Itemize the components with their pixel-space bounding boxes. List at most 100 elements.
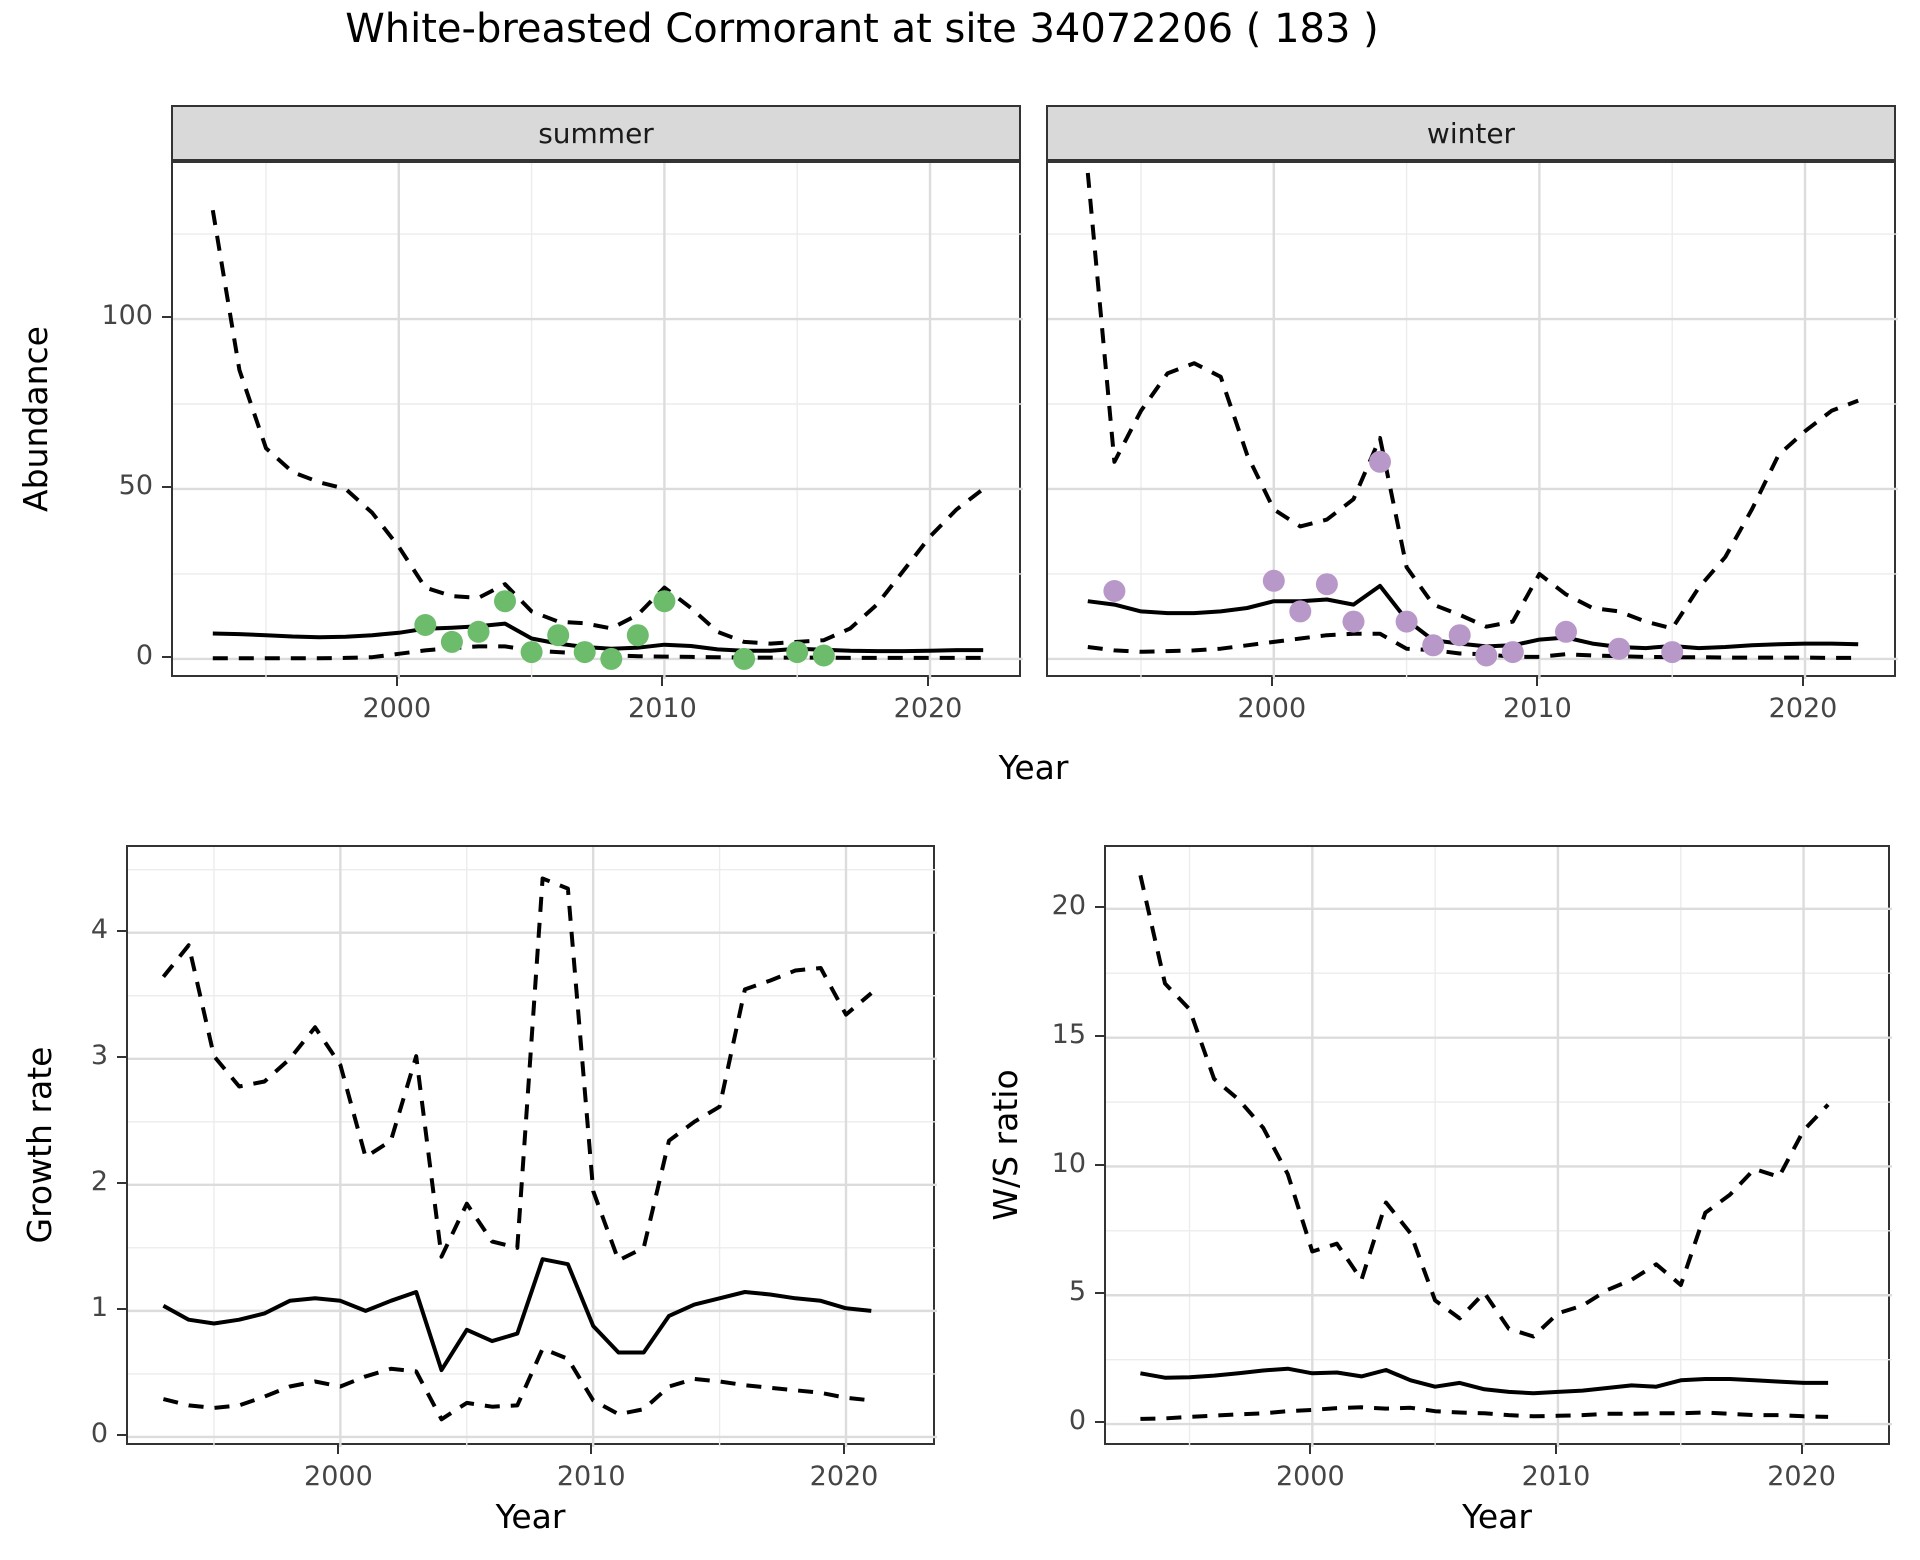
plot-area-abundance_summer — [173, 163, 1023, 679]
x-tick-label: 2010 — [556, 1461, 626, 1492]
observation-point — [440, 630, 463, 653]
y-tick-mark — [117, 1433, 126, 1436]
ci-lower-line — [162, 1346, 872, 1422]
observation-point — [1289, 600, 1312, 623]
ci-upper-line — [1138, 874, 1830, 1339]
observation-point — [1475, 644, 1498, 667]
x-tick-label: 2000 — [362, 693, 432, 724]
x-tick-label: 2020 — [809, 1461, 879, 1492]
ci-upper-line — [210, 209, 985, 646]
x-tick-label: 2020 — [1768, 693, 1838, 724]
y-tick-label: 2 — [90, 1165, 108, 1197]
observation-point — [733, 647, 756, 670]
y-tick-mark — [162, 655, 171, 658]
y-tick-mark — [162, 316, 171, 318]
y-tick-label: 5 — [1068, 1276, 1086, 1308]
x-tick-label: 2010 — [628, 693, 697, 724]
ci-lower-line — [1087, 631, 1859, 660]
y-tick-label: 0 — [135, 639, 153, 671]
ci-lower-line — [1140, 1405, 1829, 1421]
observation-point — [1103, 580, 1126, 602]
x-tick-mark — [1309, 1445, 1312, 1454]
observation-point — [1501, 641, 1524, 664]
observation-point — [573, 641, 596, 664]
observation-point — [1448, 624, 1471, 647]
y-tick-label: 4 — [90, 913, 108, 945]
observation-point — [1555, 620, 1577, 643]
ci-upper-line — [1085, 172, 1859, 631]
y-tick-label: 15 — [1051, 1018, 1086, 1050]
y-tick-label: 20 — [1051, 889, 1086, 921]
observation-point — [414, 614, 437, 636]
observation-point — [600, 647, 623, 670]
y-tick-label: 1 — [90, 1291, 108, 1323]
x-axis-title-ws: Year — [1462, 1497, 1532, 1536]
plot-area-ws_ratio — [1106, 847, 1892, 1447]
x-tick-label: 2020 — [893, 693, 963, 724]
observation-point — [653, 590, 676, 613]
x-tick-label: 2000 — [1275, 1461, 1345, 1492]
y-tick-mark — [1095, 1292, 1104, 1295]
x-tick-mark — [843, 1445, 845, 1454]
y-tick-mark — [1095, 1163, 1104, 1166]
y-tick-mark — [1095, 1421, 1104, 1424]
y-tick-mark — [117, 1181, 126, 1184]
estimate-line — [1087, 583, 1859, 651]
observation-point — [1315, 573, 1338, 596]
y-tick-label: 50 — [118, 470, 153, 501]
observation-point — [1422, 634, 1445, 657]
observation-point — [626, 624, 649, 647]
y-axis-title-ws-ratio: W/S ratio — [986, 1069, 1025, 1221]
y-tick-label: 10 — [1051, 1147, 1086, 1179]
panel-abundance_winter — [1046, 161, 1898, 679]
panel-growth_rate — [126, 845, 937, 1447]
facet-strip-label: summer — [538, 116, 654, 150]
plot-area-growth_rate — [128, 847, 937, 1447]
observation-point — [467, 620, 490, 643]
x-tick-label: 2000 — [1237, 693, 1307, 724]
observation-point — [1608, 637, 1631, 660]
x-tick-mark — [1536, 677, 1539, 686]
x-tick-mark — [1802, 677, 1804, 686]
facet-strip-summer: summer — [171, 105, 1021, 161]
x-tick-label: 2010 — [1503, 693, 1572, 724]
y-tick-mark — [117, 1307, 126, 1310]
x-tick-mark — [590, 1445, 593, 1454]
x-tick-label: 2010 — [1521, 1461, 1591, 1492]
observation-point — [1661, 641, 1684, 664]
x-tick-mark — [1555, 1445, 1557, 1454]
observation-point — [812, 644, 835, 667]
x-tick-mark — [1800, 1445, 1803, 1454]
observation-point — [520, 641, 543, 664]
y-tick-label: 0 — [1068, 1405, 1086, 1437]
observation-point — [494, 590, 516, 613]
estimate-line — [212, 621, 984, 654]
observation-point — [1369, 450, 1391, 473]
y-axis-title-abundance: Abundance — [16, 326, 55, 512]
y-tick-mark — [117, 1055, 126, 1058]
y-tick-mark — [117, 929, 126, 932]
observation-point — [1395, 610, 1418, 633]
panel-abundance_summer — [171, 161, 1023, 679]
y-tick-label: 3 — [90, 1039, 108, 1071]
x-tick-mark — [927, 677, 929, 686]
observation-point — [786, 641, 809, 664]
observation-point — [1342, 610, 1365, 633]
y-tick-mark — [1095, 1034, 1104, 1037]
observation-point — [547, 624, 570, 647]
x-tick-mark — [337, 1445, 340, 1454]
ci-upper-line — [161, 876, 873, 1263]
x-tick-label: 2000 — [304, 1461, 373, 1492]
plot-title: White-breasted Cormorant at site 3407220… — [345, 6, 1379, 52]
plot-area-abundance_winter — [1048, 163, 1898, 679]
y-tick-mark — [162, 486, 171, 488]
x-tick-mark — [1270, 677, 1273, 686]
x-axis-title-growth: Year — [495, 1497, 566, 1536]
facet-strip-label: winter — [1426, 116, 1516, 150]
x-tick-mark — [395, 677, 398, 686]
estimate-line — [1140, 1366, 1829, 1396]
y-tick-mark — [1095, 905, 1104, 908]
observation-point — [1262, 569, 1285, 592]
panel-ws_ratio — [1104, 845, 1892, 1447]
